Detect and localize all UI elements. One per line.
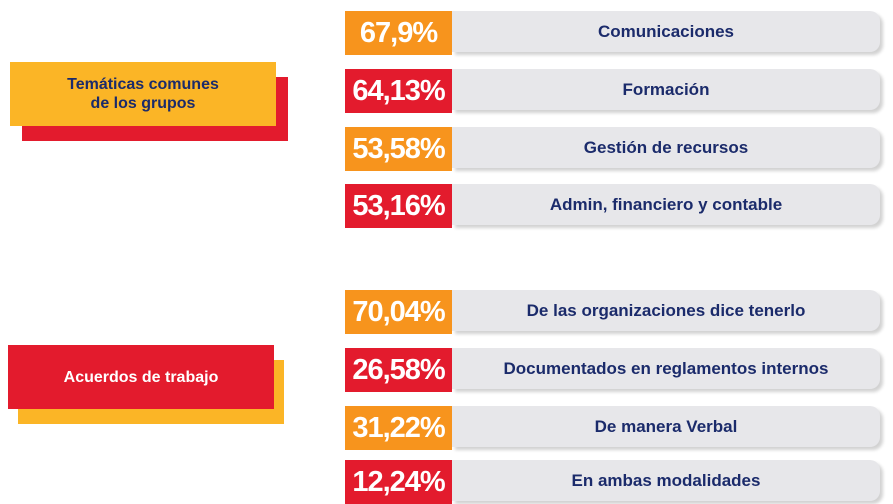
stat-row: 53,58% Gestión de recursos [345,127,887,171]
stat-value: 67,9% [345,11,452,55]
stat-value: 12,24% [345,460,452,504]
section-title-text: Acuerdos de trabajo [63,368,219,386]
section-tag: Acuerdos de trabajo [8,345,284,424]
stat-label: Admin, financiero y contable [452,184,880,225]
stat-label: Gestión de recursos [452,127,880,168]
stat-label: Documentados en reglamentos internos [452,348,880,389]
stat-label: Comunicaciones [452,11,880,52]
stat-label: En ambas modalidades [452,460,880,501]
stat-row: 70,04% De las organizaciones dice tenerlo [345,290,887,334]
stat-value: 64,13% [345,69,452,113]
stat-row: 53,16% Admin, financiero y contable [345,184,887,228]
stat-label: De manera Verbal [452,406,880,447]
stat-row: 31,22% De manera Verbal [345,406,887,450]
stat-row: 64,13% Formación [345,69,887,113]
stat-row: 26,58% Documentados en reglamentos intern… [345,348,887,392]
stat-value: 70,04% [345,290,452,334]
stat-value: 31,22% [345,406,452,450]
section-title: Temáticas comunes de los grupos [10,62,276,126]
section-title-text: Temáticas comunes de los grupos [67,76,219,112]
stat-row: 67,9% Comunicaciones [345,11,887,55]
section-title: Acuerdos de trabajo [8,345,274,409]
stat-value: 26,58% [345,348,452,392]
stat-label: Formación [452,69,880,110]
stat-value: 53,58% [345,127,452,171]
section-tag: Temáticas comunes de los grupos [10,62,288,141]
stat-row: 12,24% En ambas modalidades [345,460,887,504]
stat-label: De las organizaciones dice tenerlo [452,290,880,331]
stat-value: 53,16% [345,184,452,228]
